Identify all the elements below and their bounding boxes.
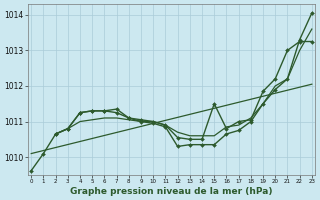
X-axis label: Graphe pression niveau de la mer (hPa): Graphe pression niveau de la mer (hPa) [70, 187, 273, 196]
